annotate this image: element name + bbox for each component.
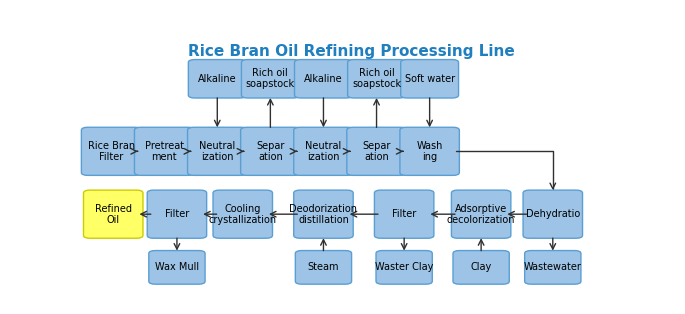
Text: Filter: Filter [392,209,416,219]
FancyBboxPatch shape [376,251,432,284]
Text: Dehydratio: Dehydratio [525,209,580,219]
FancyBboxPatch shape [241,60,299,98]
FancyBboxPatch shape [213,190,273,238]
Text: Wash
ing: Wash ing [416,141,443,162]
Text: Rich oil
soapstock: Rich oil soapstock [246,68,295,89]
Text: Soft water: Soft water [405,74,455,84]
Text: Cooling
crystallization: Cooling crystallization [209,203,277,225]
FancyBboxPatch shape [525,251,581,284]
FancyBboxPatch shape [401,60,458,98]
Text: Adsorptive
decolorization: Adsorptive decolorization [447,203,515,225]
Text: Alkaline: Alkaline [304,74,342,84]
Text: Rice Bran Oil Refining Processing Line: Rice Bran Oil Refining Processing Line [188,44,514,59]
Text: Neutral
ization: Neutral ization [306,141,342,162]
FancyBboxPatch shape [294,190,353,238]
FancyBboxPatch shape [523,190,582,238]
FancyBboxPatch shape [451,190,511,238]
Text: Clay: Clay [471,263,492,272]
Text: Wastewater: Wastewater [524,263,582,272]
FancyBboxPatch shape [147,190,207,238]
FancyBboxPatch shape [149,251,205,284]
Text: Separ
ation: Separ ation [362,141,390,162]
FancyBboxPatch shape [375,190,434,238]
FancyBboxPatch shape [347,60,406,98]
Text: Wax Mull: Wax Mull [155,263,199,272]
FancyBboxPatch shape [400,127,460,176]
Text: Filter: Filter [165,209,189,219]
Text: Waster Clay: Waster Clay [375,263,434,272]
FancyBboxPatch shape [453,251,509,284]
FancyBboxPatch shape [294,127,353,176]
FancyBboxPatch shape [82,127,141,176]
Text: Rice Bran
Filter: Rice Bran Filter [88,141,135,162]
Text: Steam: Steam [308,263,339,272]
FancyBboxPatch shape [240,127,300,176]
Text: Refined
Oil: Refined Oil [95,203,132,225]
Text: Rich oil
soapstock: Rich oil soapstock [352,68,401,89]
FancyBboxPatch shape [295,251,351,284]
Text: Neutral
ization: Neutral ization [199,141,236,162]
FancyBboxPatch shape [84,190,143,238]
Text: Separ
ation: Separ ation [256,141,284,162]
FancyBboxPatch shape [134,127,194,176]
FancyBboxPatch shape [188,60,246,98]
Text: Deodorization
distillation: Deodorization distillation [290,203,358,225]
FancyBboxPatch shape [347,127,406,176]
FancyBboxPatch shape [295,60,352,98]
Text: Alkaline: Alkaline [198,74,236,84]
Text: Pretreat
ment: Pretreat ment [145,141,184,162]
FancyBboxPatch shape [188,127,247,176]
